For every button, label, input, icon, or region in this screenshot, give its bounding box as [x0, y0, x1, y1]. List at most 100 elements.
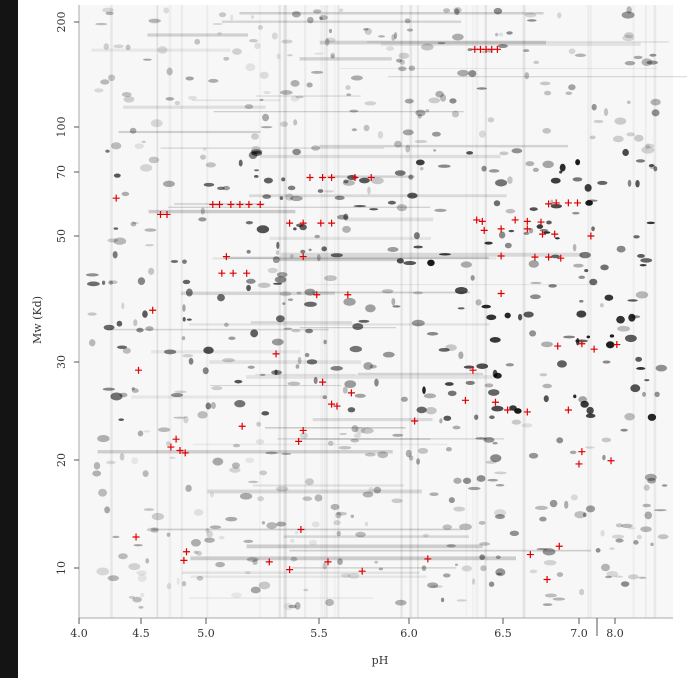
gel-spot: [296, 223, 303, 228]
gel-spot: [215, 561, 225, 568]
gel-spot: [281, 39, 293, 44]
gel-spot: [532, 167, 539, 173]
gel-spot: [342, 386, 348, 394]
gel-spot: [508, 229, 515, 233]
gel-spot: [141, 140, 146, 143]
gel-streak: [380, 42, 641, 46]
gel-spot: [92, 470, 102, 477]
gel-spot: [335, 511, 342, 519]
gel-streak: [192, 443, 448, 446]
gel-spot: [393, 32, 398, 40]
gel-spot: [271, 370, 282, 376]
gel-spot: [654, 391, 660, 398]
marker: [461, 396, 469, 404]
gel-spot: [394, 140, 402, 148]
gel-spot: [539, 373, 548, 377]
gel-spot: [289, 253, 294, 259]
gel-streak: [312, 418, 433, 422]
gel-spot: [324, 190, 334, 193]
gel-spot: [433, 149, 437, 152]
gel-spot: [446, 544, 456, 548]
gel-spot: [591, 103, 597, 111]
gel-spot: [559, 170, 563, 174]
gel-spot: [222, 358, 235, 363]
marker: [555, 542, 563, 550]
gel-spot: [615, 538, 624, 543]
gel-spot: [119, 453, 125, 461]
gel-spot: [205, 527, 210, 533]
marker: [132, 533, 140, 541]
gel-spot: [624, 61, 636, 66]
gel-spot: [355, 426, 366, 434]
gel-spot: [342, 225, 351, 233]
gel-spot: [453, 7, 462, 13]
gel-spot: [246, 284, 251, 292]
gel-spot: [279, 291, 292, 297]
gel-spot: [217, 186, 225, 191]
gel-spot: [533, 60, 540, 65]
gel-spot: [490, 454, 502, 463]
gel-spot: [522, 49, 530, 53]
gel-streak: [151, 350, 301, 354]
gel-spot: [444, 382, 454, 386]
gel-spot: [396, 204, 408, 212]
gel-lane: [417, 5, 419, 618]
gel-spot: [365, 304, 376, 313]
gel-spot: [304, 352, 310, 358]
gel-spot: [325, 598, 334, 607]
gel-spot: [421, 565, 427, 571]
gel-spot: [548, 284, 557, 288]
gel-spot: [94, 88, 104, 93]
gel-spot: [300, 249, 306, 254]
gel-streak: [118, 130, 261, 134]
gel-spot: [622, 148, 629, 156]
gel-spot: [475, 437, 487, 440]
gel-spot: [263, 177, 273, 184]
gel-spot: [324, 275, 337, 282]
x-tick-label: 6.5: [494, 627, 512, 640]
gel-spot: [529, 294, 541, 300]
gel-spot: [232, 443, 241, 448]
gel-spot: [603, 108, 609, 117]
marker: [172, 435, 180, 443]
gel-spot: [125, 44, 131, 51]
gel-spot: [246, 249, 251, 254]
gel-spot: [140, 164, 153, 172]
gel-spot: [641, 58, 653, 67]
gel-spot: [627, 527, 636, 530]
gel-streak: [319, 144, 569, 148]
gel-spot: [641, 146, 655, 154]
gel-streak: [252, 484, 404, 487]
gel-spot: [509, 530, 520, 537]
gel-spot: [617, 325, 631, 332]
gel-spot: [290, 556, 298, 562]
gel-spot: [112, 251, 118, 259]
gel-spot: [364, 27, 372, 35]
gel-spot: [527, 19, 537, 22]
gel-spot: [585, 446, 595, 449]
gel-spot: [377, 451, 389, 459]
gel-spot: [543, 395, 549, 403]
gel-spot: [193, 508, 204, 516]
gel-spot: [378, 35, 386, 38]
gel-spot: [525, 161, 535, 167]
gel-spot: [569, 450, 577, 455]
marker: [299, 426, 307, 434]
gel-spot: [524, 12, 537, 18]
gel-spot: [275, 250, 280, 255]
marker: [149, 306, 157, 314]
gel-spot: [362, 491, 374, 498]
gel-spot: [447, 390, 457, 397]
gel-streak: [250, 321, 352, 324]
marker: [299, 253, 307, 261]
gel-spot: [103, 43, 110, 50]
gel-spot: [263, 90, 271, 95]
gel-spot: [197, 411, 208, 419]
gel-spot: [259, 470, 268, 476]
gel-spot: [176, 577, 180, 585]
gel-spot: [405, 449, 412, 458]
gel-spot: [456, 599, 467, 602]
gel-spot: [466, 151, 474, 155]
gel-spot: [209, 525, 222, 529]
gel-spot: [511, 148, 523, 154]
